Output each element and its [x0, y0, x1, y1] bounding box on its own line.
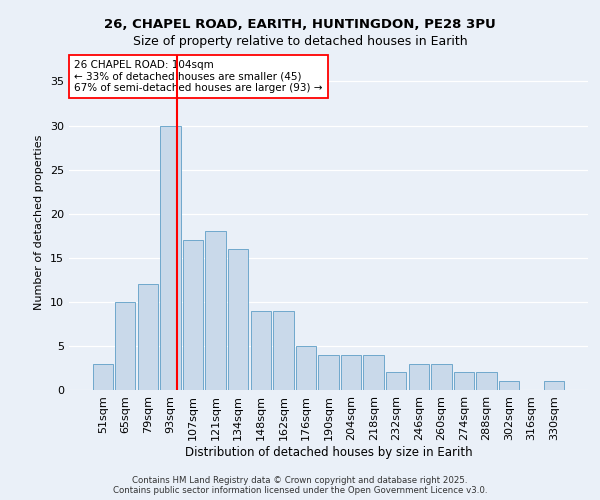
Text: Size of property relative to detached houses in Earith: Size of property relative to detached ho…	[133, 35, 467, 48]
Bar	[273, 310, 293, 390]
Bar	[115, 302, 136, 390]
Bar	[341, 354, 361, 390]
Bar	[228, 249, 248, 390]
Y-axis label: Number of detached properties: Number of detached properties	[34, 135, 44, 310]
Bar	[454, 372, 474, 390]
Bar	[386, 372, 406, 390]
Bar	[138, 284, 158, 390]
Bar	[431, 364, 452, 390]
Text: 26 CHAPEL ROAD: 104sqm
← 33% of detached houses are smaller (45)
67% of semi-det: 26 CHAPEL ROAD: 104sqm ← 33% of detached…	[74, 60, 323, 93]
Bar	[409, 364, 429, 390]
Bar	[160, 126, 181, 390]
Bar	[296, 346, 316, 390]
Text: Contains HM Land Registry data © Crown copyright and database right 2025.
Contai: Contains HM Land Registry data © Crown c…	[113, 476, 487, 495]
Text: 26, CHAPEL ROAD, EARITH, HUNTINGDON, PE28 3PU: 26, CHAPEL ROAD, EARITH, HUNTINGDON, PE2…	[104, 18, 496, 30]
Bar	[92, 364, 113, 390]
Bar	[544, 381, 565, 390]
Bar	[183, 240, 203, 390]
Bar	[319, 354, 338, 390]
X-axis label: Distribution of detached houses by size in Earith: Distribution of detached houses by size …	[185, 446, 472, 458]
Bar	[499, 381, 519, 390]
Bar	[251, 310, 271, 390]
Bar	[476, 372, 497, 390]
Bar	[364, 354, 384, 390]
Bar	[205, 232, 226, 390]
